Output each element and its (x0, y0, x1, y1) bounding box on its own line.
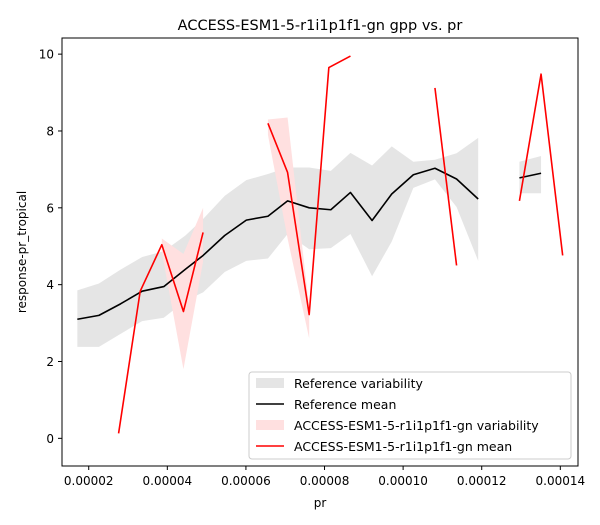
y-tick-label: 8 (46, 124, 54, 138)
y-tick-label: 4 (46, 278, 54, 292)
legend-swatch-reference-variability (256, 378, 284, 388)
x-tick-label: 0.00014 (536, 474, 586, 488)
y-tick-label: 0 (46, 432, 54, 446)
legend-label-reference-mean: Reference mean (294, 397, 396, 412)
legend-swatch-model-variability (256, 420, 284, 430)
y-tick-label: 6 (46, 201, 54, 215)
legend-label-model-variability: ACCESS-ESM1-5-r1i1p1f1-gn variability (294, 418, 539, 433)
y-tick-label: 10 (39, 48, 54, 62)
legend-label-reference-variability: Reference variability (294, 376, 424, 391)
x-tick-label: 0.00008 (300, 474, 350, 488)
x-tick-label: 0.00012 (457, 474, 507, 488)
legend: Reference variability Reference mean ACC… (249, 372, 571, 459)
y-axis-label: response-pr_tropical (15, 191, 29, 313)
x-tick-label: 0.00006 (221, 474, 271, 488)
x-axis-label: pr (314, 496, 327, 510)
y-tick-label: 2 (46, 355, 54, 369)
chart-title: ACCESS-ESM1-5-r1i1p1f1-gn gpp vs. pr (178, 18, 463, 34)
x-tick-label: 0.00002 (64, 474, 114, 488)
legend-label-model-mean: ACCESS-ESM1-5-r1i1p1f1-gn mean (294, 439, 512, 454)
x-tick-label: 0.00010 (378, 474, 428, 488)
x-tick-label: 0.00004 (143, 474, 193, 488)
